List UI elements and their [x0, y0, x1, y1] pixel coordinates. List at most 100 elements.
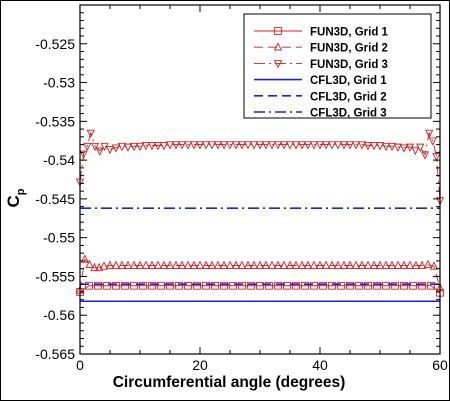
data-point	[279, 260, 289, 269]
data-point	[105, 146, 115, 155]
data-point	[139, 281, 147, 290]
data-point	[85, 281, 93, 290]
data-point	[219, 141, 229, 150]
data-point	[95, 147, 104, 156]
data-point	[153, 260, 163, 269]
y-tick-label: -0.565	[35, 346, 75, 362]
legend-label: CFL3D, Grid 3	[310, 108, 387, 120]
data-point	[375, 142, 385, 151]
data-point	[274, 281, 282, 290]
legend-item: CFL3D, Grid 2	[254, 91, 387, 103]
series-3	[75, 129, 445, 206]
data-point	[364, 281, 372, 290]
data-point	[411, 260, 421, 269]
data-point	[405, 260, 415, 269]
data-point	[177, 141, 187, 150]
data-point	[171, 141, 181, 150]
data-point	[256, 281, 264, 290]
svg-text:Cp: Cp	[4, 188, 27, 207]
data-point	[231, 260, 241, 269]
data-point	[416, 143, 425, 152]
data-point	[159, 142, 169, 151]
data-point	[400, 281, 408, 290]
data-point	[189, 141, 199, 150]
data-point	[135, 142, 145, 152]
data-point	[425, 129, 434, 138]
data-point	[339, 260, 349, 269]
data-point	[411, 146, 420, 156]
data-point	[201, 141, 211, 150]
data-point	[165, 260, 175, 269]
y-tick-label: -0.555	[35, 268, 75, 284]
data-point	[267, 141, 277, 150]
x-tick-label: 60	[432, 357, 448, 373]
data-point	[90, 142, 100, 152]
data-point	[255, 260, 265, 269]
data-point	[357, 141, 367, 150]
data-point	[321, 141, 331, 150]
data-point	[375, 260, 385, 269]
legend-item: FUN3D, Grid 3	[254, 59, 388, 71]
data-point	[381, 142, 391, 152]
legend-label: FUN3D, Grid 1	[310, 27, 389, 39]
data-point	[273, 260, 283, 269]
x-tick-label: 20	[192, 357, 208, 373]
data-point	[243, 260, 253, 269]
data-point	[355, 281, 363, 290]
data-point	[273, 141, 283, 150]
data-point	[153, 142, 163, 151]
data-point	[237, 260, 247, 269]
data-point	[351, 260, 361, 269]
data-point	[201, 260, 211, 269]
data-point	[177, 260, 187, 269]
data-point	[382, 281, 390, 290]
data-point	[207, 260, 217, 269]
legend-item: CFL3D, Grid 1	[254, 75, 387, 87]
data-point	[346, 281, 354, 290]
data-point	[80, 254, 89, 263]
data-point	[319, 281, 327, 290]
data-point	[95, 262, 104, 272]
data-point	[225, 260, 235, 269]
data-point	[345, 141, 355, 150]
data-point	[147, 260, 157, 269]
y-tick-label: -0.54	[43, 152, 75, 168]
data-point	[255, 141, 265, 150]
data-point	[147, 142, 157, 151]
data-point	[189, 260, 199, 269]
data-point	[339, 141, 349, 150]
data-point	[261, 141, 271, 150]
data-point	[387, 260, 397, 269]
x-axis-label: Circumferential angle (degrees)	[113, 374, 346, 391]
legend: FUN3D, Grid 1 FUN3D, Grid 2 FUN3D, Grid 3 C…	[243, 13, 432, 120]
data-point	[117, 260, 127, 269]
data-point	[409, 281, 417, 290]
data-point	[310, 281, 318, 290]
data-point	[345, 260, 355, 269]
data-point	[393, 143, 403, 152]
legend-label: CFL3D, Grid 1	[310, 75, 387, 87]
data-point	[213, 260, 223, 269]
y-axis: -0.525 -0.53 -0.535 -0.54 -0.545 -0.55 -0.555 -…	[35, 4, 440, 362]
data-point	[237, 141, 247, 150]
data-point	[369, 142, 379, 151]
legend-marker	[273, 42, 283, 51]
data-point	[301, 281, 309, 290]
data-point	[195, 260, 205, 269]
data-point	[423, 259, 433, 269]
data-point	[220, 281, 228, 290]
data-point	[297, 141, 307, 150]
data-point	[321, 260, 331, 269]
data-point	[333, 260, 343, 269]
data-point	[315, 141, 325, 150]
data-point	[369, 260, 379, 269]
x-tick-label: 40	[312, 357, 328, 373]
data-point	[291, 260, 301, 269]
data-point	[213, 141, 223, 150]
data-point	[429, 261, 439, 270]
data-point	[111, 144, 121, 153]
data-point	[166, 281, 174, 290]
data-point	[148, 281, 156, 290]
data-point	[283, 281, 291, 290]
